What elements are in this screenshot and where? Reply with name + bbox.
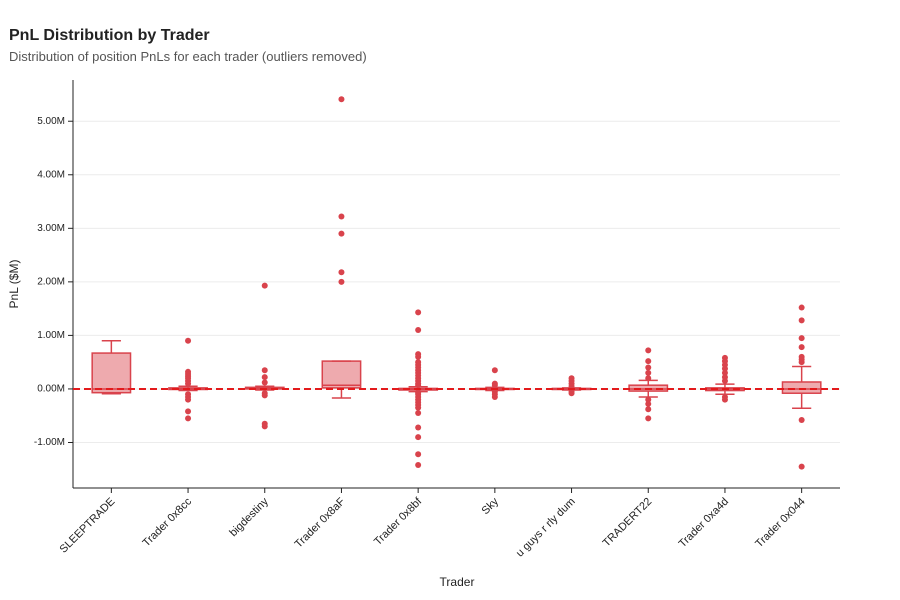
outlier <box>798 344 805 351</box>
outlier <box>185 380 192 387</box>
box <box>781 381 822 394</box>
outlier <box>415 410 422 417</box>
outlier <box>721 369 728 376</box>
outlier <box>185 396 192 403</box>
x-tick-label: SLEEPTRADE <box>58 496 118 556</box>
outlier <box>491 367 498 374</box>
x-tick-label: Trader 0x8bf <box>372 495 425 548</box>
y-tick-label: 2.00M <box>37 276 65 287</box>
y-axis-label: PnL ($M) <box>7 260 21 309</box>
outlier <box>261 423 268 430</box>
box <box>91 352 132 394</box>
y-tick-label: 3.00M <box>37 223 65 234</box>
y-tick-label: 4.00M <box>37 169 65 180</box>
outlier <box>185 337 192 344</box>
outlier <box>645 396 652 403</box>
x-tick-label: Sky <box>480 495 502 517</box>
box <box>321 360 362 389</box>
outlier <box>568 383 575 390</box>
x-axis-label: Trader <box>440 575 475 589</box>
outlier <box>415 353 422 360</box>
outlier <box>798 359 805 366</box>
y-tick-label: 1.00M <box>37 330 65 341</box>
y-tick-label: 5.00M <box>37 116 65 127</box>
outlier <box>491 382 498 389</box>
outlier <box>645 358 652 365</box>
outlier <box>721 377 728 384</box>
chart-title: PnL Distribution by Trader <box>9 27 210 44</box>
outlier <box>261 392 268 399</box>
outlier <box>415 404 422 411</box>
outlier <box>798 463 805 470</box>
outlier <box>721 365 728 372</box>
outlier <box>338 269 345 276</box>
outlier <box>415 309 422 316</box>
x-tick-label: Trader 0x044 <box>753 496 807 550</box>
outlier <box>645 347 652 354</box>
outlier <box>798 317 805 324</box>
outlier <box>568 390 575 397</box>
outlier <box>185 408 192 415</box>
outlier <box>645 369 652 376</box>
x-tick-label: Trader 0xa4d <box>677 496 731 550</box>
x-tick-label: bigdestiny <box>227 495 271 539</box>
x-tick-label: TRADERT22 <box>601 496 655 550</box>
outlier <box>798 417 805 423</box>
x-tick-label: u guys r rly dum <box>514 496 578 560</box>
outlier <box>338 96 345 103</box>
outlier <box>798 304 805 311</box>
outlier <box>645 415 652 422</box>
y-tick-label: 0.00M <box>37 384 65 395</box>
outlier <box>645 400 652 407</box>
chart-subtitle: Distribution of position PnLs for each t… <box>9 49 367 64</box>
outlier <box>261 367 268 374</box>
outlier <box>645 375 652 382</box>
outlier <box>415 461 422 468</box>
outlier <box>338 278 345 285</box>
outlier <box>491 393 498 400</box>
outlier <box>185 415 192 422</box>
outlier <box>261 282 268 289</box>
outlier <box>415 451 422 458</box>
outlier <box>798 335 805 342</box>
x-tick-label: Trader 0x8aF <box>293 495 348 550</box>
outlier <box>415 382 422 389</box>
outlier <box>338 230 345 237</box>
outlier <box>415 434 422 441</box>
outlier <box>338 213 345 220</box>
outlier <box>645 364 652 371</box>
x-tick-label: Trader 0x8cc <box>141 495 195 549</box>
outlier <box>415 424 422 431</box>
outlier <box>721 396 728 403</box>
outlier <box>261 374 268 381</box>
outlier <box>261 379 268 386</box>
outlier <box>645 406 652 413</box>
outlier <box>415 327 422 334</box>
y-tick-label: -1.00M <box>34 437 65 448</box>
